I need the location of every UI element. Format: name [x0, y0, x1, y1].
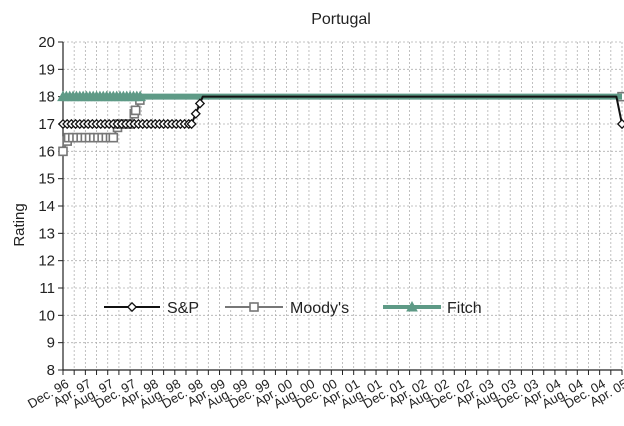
data-point [616, 118, 624, 130]
y-tick-label: 19 [38, 61, 55, 78]
y-tick-label: 20 [38, 34, 55, 51]
series-markers-s-p [57, 98, 624, 130]
y-axis-label: Rating [11, 203, 28, 246]
y-tick-label: 14 [38, 198, 55, 215]
axes [58, 41, 623, 375]
data-point [58, 146, 68, 157]
legend-marker [126, 301, 138, 313]
y-tick-label: 9 [47, 335, 55, 352]
y-tick-label: 8 [47, 362, 55, 379]
data-point [134, 90, 146, 102]
legend-item-moody-s: Moody's [225, 300, 349, 317]
data-point [186, 118, 197, 130]
y-tick-label: 18 [38, 89, 55, 106]
data-point [194, 98, 206, 109]
data-point [108, 132, 119, 143]
y-tick-label: 12 [38, 253, 55, 270]
series [57, 90, 624, 157]
series-markers-fitch [57, 90, 146, 102]
y-tick-label: 16 [38, 143, 55, 160]
legend: S&P Moody's Fitch [104, 300, 482, 317]
data-point [190, 108, 201, 119]
y-tick-label: 17 [38, 116, 55, 133]
y-tick-label: 10 [38, 307, 55, 324]
legend-label: S&P [167, 300, 199, 317]
legend-marker [406, 300, 418, 312]
legend-item-s-p: S&P [104, 300, 199, 317]
y-tick-label: 11 [39, 280, 55, 297]
y-tick-label: 15 [38, 171, 55, 188]
series-s-p [57, 95, 624, 130]
chart-title: Portugal [311, 11, 371, 28]
data-point [130, 105, 141, 116]
grid [63, 41, 623, 371]
legend-marker [249, 302, 259, 312]
y-tick-label: 13 [38, 225, 55, 242]
legend-item-fitch: Fitch [383, 300, 482, 317]
legend-label: Fitch [447, 300, 482, 317]
y-tick-labels: 8 9 10 11 12 13 14 15 16 17 18 19 20 [38, 34, 55, 379]
legend-label: Moody's [290, 300, 349, 317]
